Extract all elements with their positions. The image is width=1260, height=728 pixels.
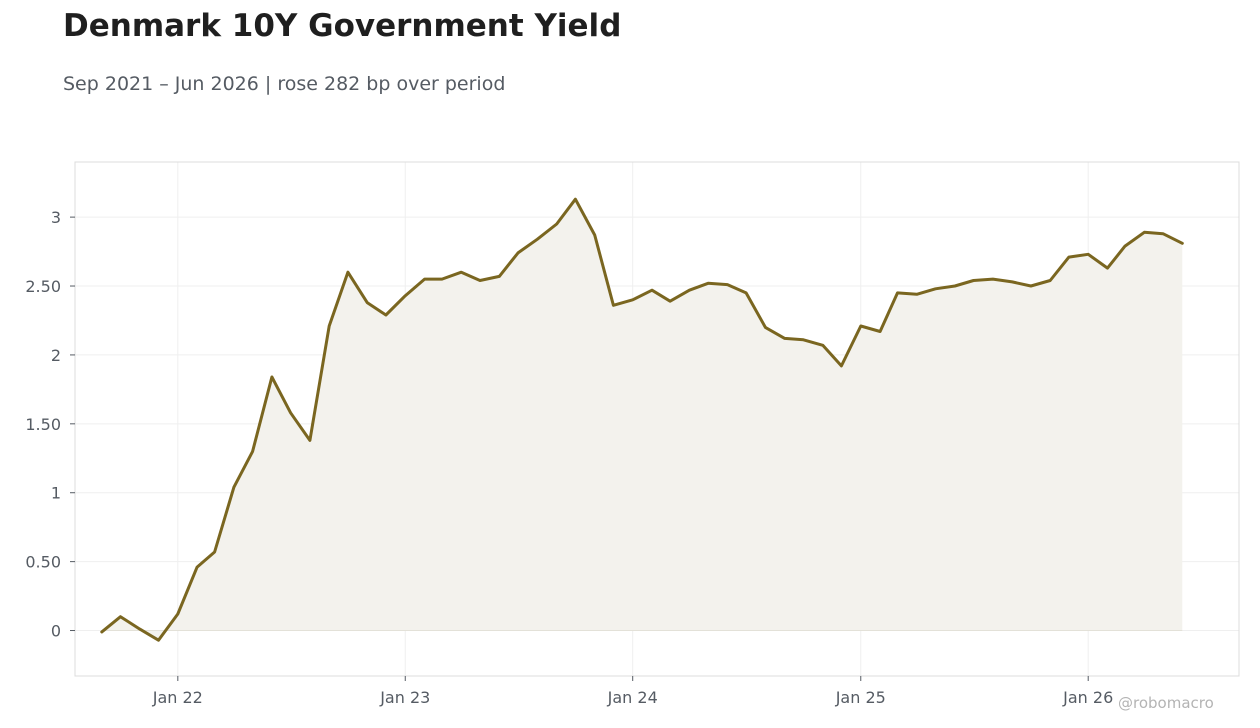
y-tick-label: 1 [51, 484, 61, 503]
x-tick-label: Jan 26 [1062, 688, 1113, 707]
y-tick-label: 1.50 [25, 415, 61, 434]
y-axis-ticks: 0 0.50 1 1.50 2 2.50 3 [25, 208, 75, 641]
x-tick-label: Jan 25 [835, 688, 886, 707]
y-tick-label: 0.50 [25, 553, 61, 572]
x-tick-label: Jan 24 [607, 688, 658, 707]
y-tick-label: 3 [51, 208, 61, 227]
chart-title: Denmark 10Y Government Yield [63, 8, 622, 44]
x-tick-label: Jan 23 [379, 688, 430, 707]
y-tick-label: 2.50 [25, 277, 61, 296]
watermark: @robomacro [1118, 694, 1214, 712]
x-tick-label: Jan 22 [152, 688, 203, 707]
chart-subtitle: Sep 2021 – Jun 2026 | rose 282 bp over p… [63, 73, 506, 95]
x-axis-ticks: Jan 22 Jan 23 Jan 24 Jan 25 Jan 26 [152, 676, 1113, 707]
y-tick-label: 0 [51, 622, 61, 641]
y-tick-label: 2 [51, 346, 61, 365]
yield-line [100, 197, 1184, 642]
plot-frame [74, 161, 1240, 677]
yield-area-fill [101, 199, 1183, 641]
